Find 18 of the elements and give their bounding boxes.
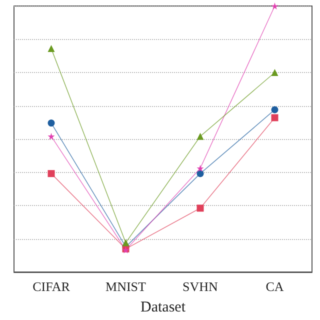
point	[196, 164, 204, 172]
point	[122, 239, 130, 246]
point	[48, 120, 55, 127]
point	[271, 106, 278, 114]
point	[271, 114, 278, 122]
point	[271, 2, 278, 10]
point	[48, 132, 55, 140]
x-tick-label: MNIST	[106, 279, 146, 294]
point	[48, 45, 55, 52]
point	[196, 204, 204, 212]
point	[196, 170, 204, 178]
point	[196, 132, 204, 140]
point	[48, 170, 55, 178]
x-axis-title: Dataset	[140, 300, 186, 316]
point	[271, 69, 278, 76]
x-tick-label: SVHN	[182, 279, 219, 294]
x-tick-label: CA	[266, 279, 284, 294]
x-tick-label: CIFAR	[32, 279, 70, 294]
